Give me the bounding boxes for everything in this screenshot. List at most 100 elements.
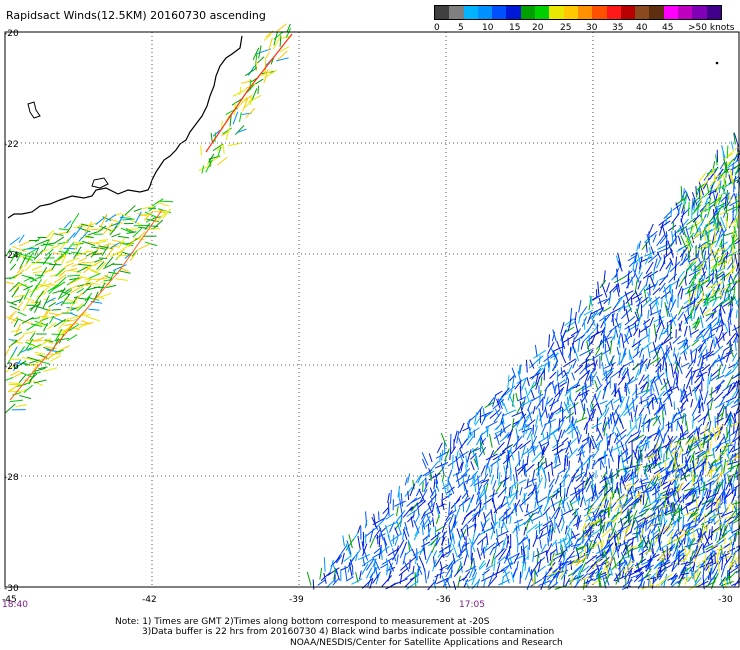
wind-barb — [702, 481, 706, 490]
wind-barb — [511, 412, 522, 418]
wind-barb — [695, 543, 703, 558]
wind-barb — [364, 520, 368, 529]
wind-barb — [615, 426, 623, 440]
wind-barb — [449, 533, 454, 549]
wind-barb — [624, 442, 629, 456]
wind-barb — [625, 308, 630, 322]
wind-barb — [531, 577, 535, 587]
wind-barb — [569, 497, 582, 506]
wind-barb — [19, 394, 32, 400]
wind-barb — [70, 212, 80, 226]
wind-barb — [582, 480, 584, 495]
wind-barb — [586, 340, 591, 356]
wind-barb — [459, 448, 465, 459]
wind-barb — [681, 575, 694, 581]
wind-barb — [405, 527, 410, 537]
wind-barb — [714, 401, 726, 409]
wind-barb — [668, 393, 673, 407]
wind-barb — [566, 555, 576, 560]
wind-barb — [574, 364, 584, 374]
wind-barb — [668, 273, 678, 284]
wind-barb — [137, 231, 146, 240]
wind-barb — [575, 426, 581, 436]
wind-barb — [15, 323, 22, 335]
wind-barb — [714, 236, 721, 248]
wind-barb — [716, 280, 720, 291]
wind-barb — [499, 428, 503, 437]
wind-barb — [726, 455, 732, 467]
wind-barb — [534, 373, 539, 386]
wind-barb — [435, 502, 441, 514]
wind-barb — [552, 350, 559, 362]
wind-barb — [575, 384, 587, 393]
wind-barb — [87, 231, 98, 236]
wind-barb — [554, 475, 560, 485]
wind-barb — [702, 353, 715, 360]
wind-barb — [452, 580, 457, 591]
wind-barb — [732, 257, 736, 266]
wind-barb — [399, 516, 403, 528]
wind-barb — [85, 315, 101, 322]
wind-barb — [457, 534, 463, 547]
wind-barb — [466, 427, 472, 441]
wind-barb — [425, 527, 432, 542]
wind-barb — [719, 289, 725, 300]
wind-barb — [638, 264, 642, 275]
wind-barb — [720, 258, 728, 271]
wind-barb — [642, 417, 645, 433]
wind-barb — [345, 538, 354, 551]
wind-barb — [66, 267, 78, 272]
wind-barb — [682, 383, 686, 394]
wind-barb — [650, 380, 655, 392]
wind-barb — [58, 317, 70, 330]
wind-barb — [516, 401, 524, 414]
wind-barb — [118, 267, 129, 272]
wind-barb — [671, 491, 678, 506]
wind-barb — [728, 560, 739, 568]
wind-barb — [587, 504, 594, 513]
wind-barb — [645, 363, 648, 372]
wind-barb — [653, 258, 658, 271]
wind-barb — [532, 504, 543, 513]
wind-barb — [577, 452, 582, 463]
wind-barb — [603, 407, 610, 418]
wind-barb — [459, 560, 463, 573]
wind-barb — [13, 269, 25, 280]
wind-barb — [375, 560, 380, 571]
wind-barb — [653, 315, 665, 323]
wind-barb — [43, 339, 54, 344]
wind-barb — [659, 343, 665, 353]
wind-barb — [596, 417, 599, 432]
wind-barb — [345, 543, 352, 557]
wind-barb — [657, 449, 661, 461]
wind-barb — [263, 68, 269, 84]
wind-barb — [427, 582, 435, 591]
wind-barb — [485, 420, 498, 429]
wind-barb — [577, 337, 581, 352]
wind-barb — [615, 434, 627, 445]
wind-barb — [346, 540, 352, 555]
wind-barb — [37, 282, 53, 288]
wind-barb — [709, 459, 717, 467]
wind-barb — [712, 168, 717, 183]
wind-barb — [461, 517, 467, 526]
wind-barb — [392, 549, 400, 561]
wind-barb — [668, 283, 671, 293]
wind-barb — [732, 352, 738, 362]
wind-barb — [711, 249, 718, 264]
wind-barb — [651, 532, 660, 540]
wind-barb — [474, 412, 478, 425]
wind-barb — [527, 408, 533, 422]
wind-barb — [534, 344, 538, 357]
wind-barb — [476, 578, 481, 588]
wind-barb — [685, 444, 690, 455]
wind-barb — [601, 349, 611, 355]
wind-barb — [515, 525, 518, 535]
wind-barb — [679, 392, 692, 403]
wind-barb — [591, 333, 597, 345]
wind-barb — [577, 444, 584, 452]
wind-barb — [581, 572, 589, 580]
wind-barb — [653, 467, 665, 475]
left-swath — [4, 198, 174, 414]
wind-barb — [621, 457, 625, 473]
